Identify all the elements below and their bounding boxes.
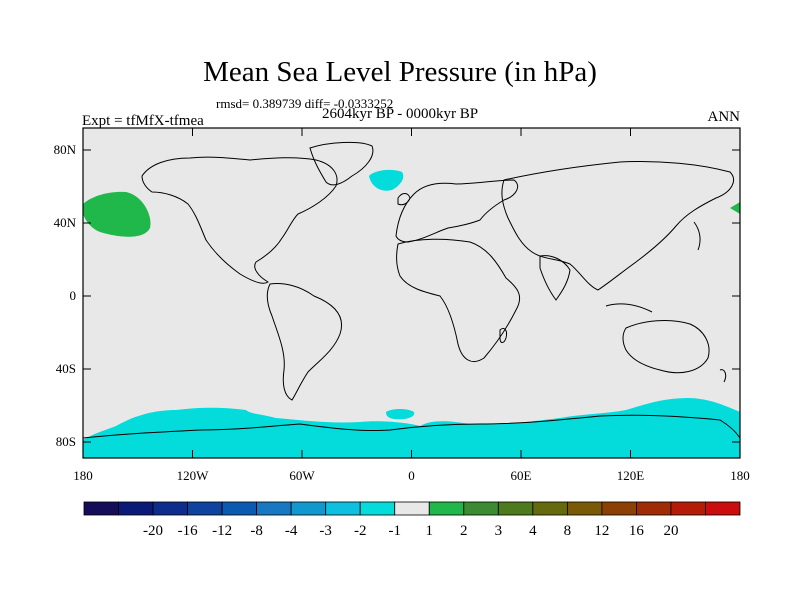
anomaly-patch-iceland <box>369 169 404 191</box>
colorbar-label: -20 <box>143 523 163 539</box>
colorbar-swatch <box>670 501 706 516</box>
lon-label-180-east: 180 <box>730 468 750 483</box>
colorbar-swatch <box>152 501 188 516</box>
anomaly-patch-southern-ocean <box>83 398 740 458</box>
colorbar-swatch <box>187 501 223 516</box>
coastline-antarctica <box>83 414 740 439</box>
coastline-uk <box>397 193 411 206</box>
anomaly-patch-south-atlantic <box>386 409 415 420</box>
map-background <box>83 128 740 458</box>
lat-label-40n: 40N <box>54 215 77 230</box>
lat-label-0: 0 <box>70 288 77 303</box>
latitude-axis: 80N 40N 0 40S 80S <box>54 142 740 449</box>
stats-text: rmsd= 0.389739 diff= -0.0333252 <box>216 96 394 111</box>
coastline-europe <box>395 179 519 243</box>
colorbar-swatch <box>118 501 154 516</box>
colorbar-label: -16 <box>178 523 198 539</box>
colorbar-swatch <box>290 501 327 516</box>
lat-label-40s: 40S <box>56 361 76 376</box>
colorbar-swatch <box>636 501 672 516</box>
coastlines <box>83 141 740 439</box>
colorbar-label: 16 <box>629 523 645 539</box>
colorbar-label: 1 <box>426 523 434 539</box>
colorbar-label: 3 <box>495 523 503 539</box>
coastline-africa <box>396 238 521 362</box>
colorbar-swatch <box>325 501 361 516</box>
lon-label-120e: 120E <box>617 468 645 483</box>
colorbar-label: 4 <box>529 523 537 539</box>
anomaly-patch-west-pacific-edge <box>730 202 740 214</box>
coastline-north-america <box>141 156 338 284</box>
lon-label-180-west: 180 <box>73 468 93 483</box>
coastline-madagascar <box>499 327 507 343</box>
longitude-axis: 180 120W 60W 0 60E 120E 180 <box>73 128 750 483</box>
coastline-indonesia <box>605 303 653 313</box>
colorbar-swatch <box>394 501 430 516</box>
colorbar-swatch <box>601 501 637 516</box>
lon-label-0: 0 <box>408 468 415 483</box>
coastline-south-america <box>266 283 342 401</box>
colorbar-label: -4 <box>285 523 298 539</box>
colorbar-swatch <box>256 501 292 516</box>
colorbar-label: -2 <box>354 523 367 539</box>
colorbar-label: -12 <box>212 523 232 539</box>
lon-label-120w: 120W <box>177 468 210 483</box>
colorbar-swatch <box>359 501 396 516</box>
colorbar-swatch <box>532 501 568 516</box>
lat-label-80n: 80N <box>54 142 77 157</box>
lat-label-80s: 80S <box>56 434 76 449</box>
colorbar-swatch <box>463 501 499 516</box>
lon-label-60w: 60W <box>289 468 315 483</box>
colorbar-swatch <box>221 501 258 516</box>
plot-title: Mean Sea Level Pressure (in hPa) <box>203 56 597 88</box>
lon-label-60e: 60E <box>511 468 532 483</box>
coastline-india <box>539 255 571 301</box>
colorbar-swatch <box>497 501 534 516</box>
colorbar-label: 8 <box>564 523 572 539</box>
colorbar-label: 2 <box>460 523 468 539</box>
colorbar-swatch <box>705 501 741 516</box>
coastline-greenland <box>309 141 374 186</box>
colorbar-swatch <box>83 501 119 516</box>
coastline-asia <box>501 160 734 291</box>
colorbar-label: 20 <box>663 523 678 539</box>
coastline-new-zealand <box>719 369 727 383</box>
colorbar: -20 -16 -12 -8 -4 -3 -2 -1 1 2 3 4 8 12 16 20 <box>83 501 741 539</box>
colorbar-swatch <box>428 501 465 516</box>
colorbar-label: 12 <box>594 523 609 539</box>
season-label: ANN <box>707 109 741 125</box>
coastline-australia <box>622 320 710 374</box>
colorbar-label: -8 <box>250 523 263 539</box>
coastline-japan <box>693 221 701 251</box>
anomaly-patch-north-pacific <box>83 191 151 237</box>
colorbar-label: -3 <box>319 523 332 539</box>
colorbar-label: -1 <box>388 523 401 539</box>
experiment-label: Expt = tfMfX-tfmea <box>82 113 204 129</box>
colorbar-swatch <box>566 501 603 516</box>
period-text: 2604kyr BP - 0000kyr BP <box>322 106 479 122</box>
